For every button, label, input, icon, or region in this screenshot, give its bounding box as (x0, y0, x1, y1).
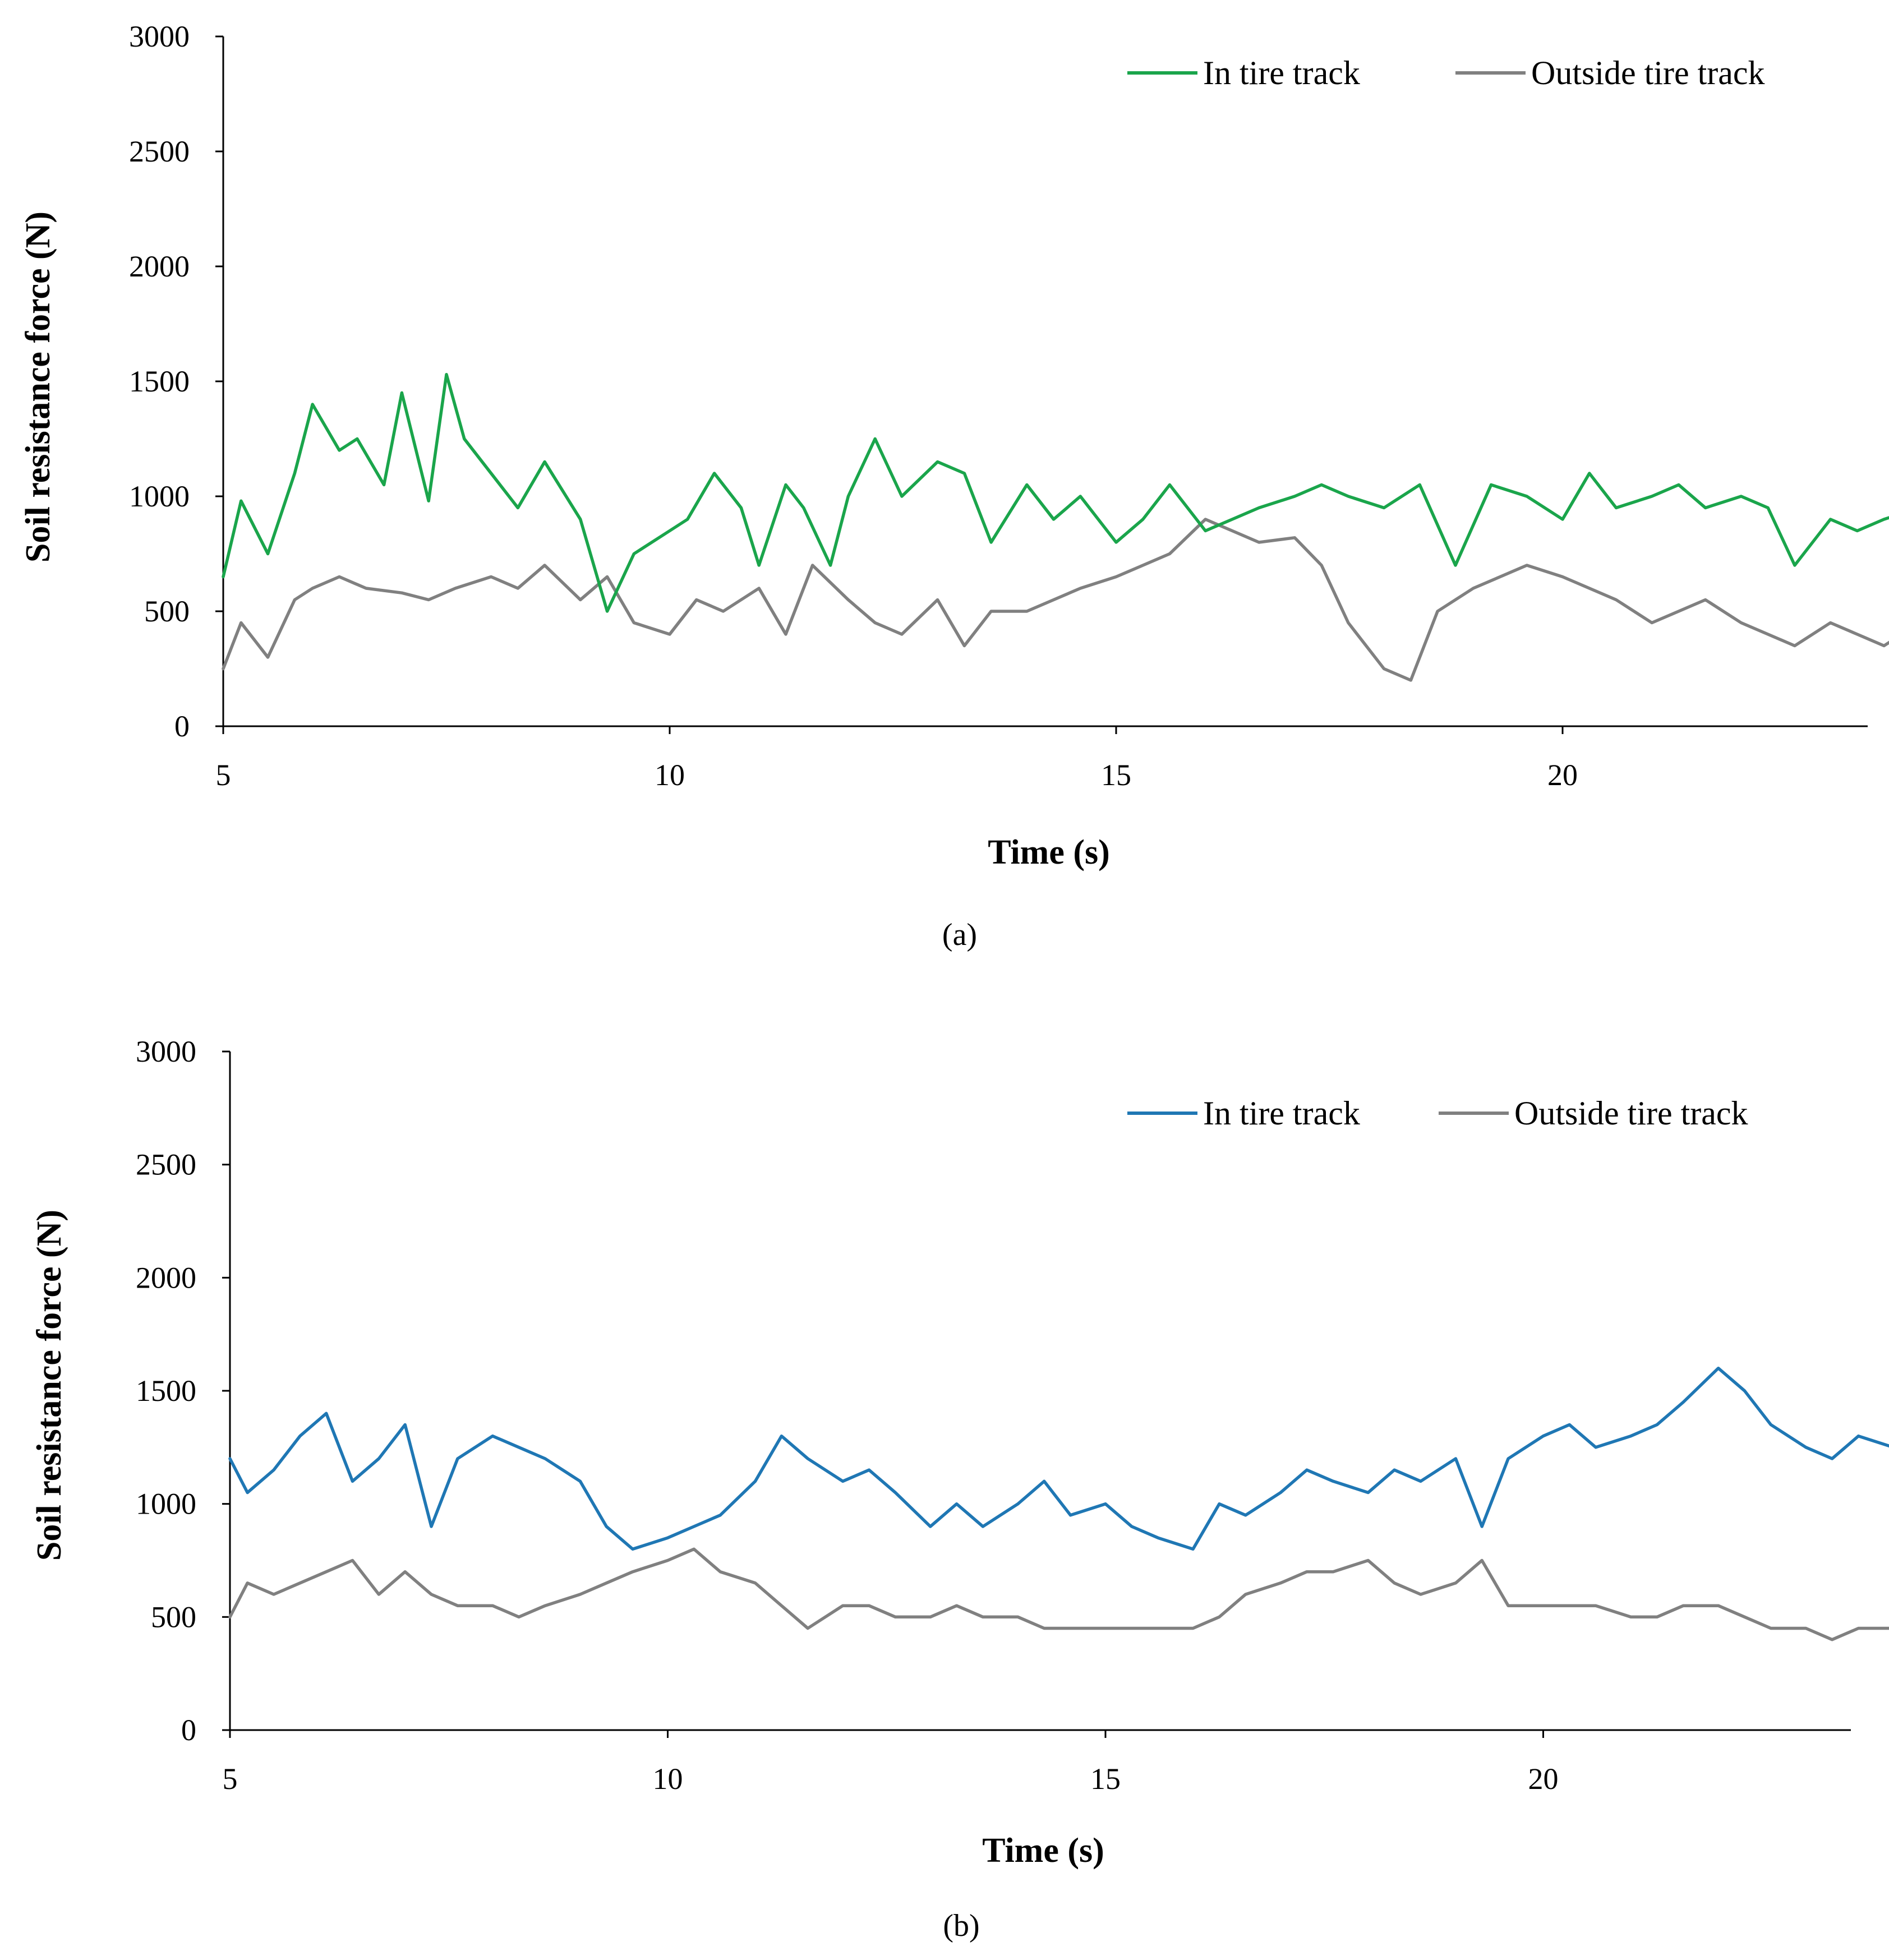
panel-b-series-in-tire-track (228, 1366, 1889, 1551)
panel-a-y-tick-label: 3000 (129, 20, 190, 53)
panel-b-chart: Soil resistance force (N) Time (s) (b) I… (30, 1035, 1889, 1943)
panel-b-x-tick-label: 10 (653, 1762, 683, 1796)
panel-a-x-axis-title: Time (s) (988, 833, 1110, 871)
panel-b-legend-label-outside-tire-track: Outside tire track (1514, 1095, 1748, 1132)
panel-a-y-tick-label: 500 (144, 594, 190, 628)
panel-b-y-axis-title: Soil resistance force (N) (30, 1210, 68, 1561)
panel-a-x-tick-label: 10 (655, 758, 685, 792)
panel-b-legend-label-in-tire-track: In tire track (1203, 1095, 1360, 1132)
panel-b-x-tick-label: 20 (1528, 1762, 1559, 1796)
panel-a-x-tick-label: 15 (1101, 758, 1131, 792)
panel-b-label: (b) (943, 1908, 979, 1943)
panel-a-series-in-tire-track (222, 372, 1889, 613)
panel-b-x-tick-label: 15 (1090, 1762, 1121, 1796)
panel-a-y-tick-label: 1000 (129, 479, 190, 513)
panel-b-y-tick-label: 3000 (136, 1035, 196, 1068)
panel-b-y-tick-label: 1000 (136, 1487, 196, 1521)
panel-b-legend: In tire track Outside tire track (1127, 1095, 1748, 1132)
panel-a-y-tick-label: 2500 (129, 135, 190, 168)
panel-b-y-tick-label: 0 (181, 1713, 196, 1747)
panel-b-y-tick-label: 2000 (136, 1261, 196, 1294)
panel-b-y-tick-label: 2500 (136, 1148, 196, 1182)
panel-a-legend: In tire track Outside tire track (1127, 54, 1765, 91)
panel-b-series-outside-tire-track (228, 1547, 1889, 1641)
panel-a-y-axis-title: Soil resistance force (N) (19, 211, 57, 562)
panel-b-x-axis-title: Time (s) (982, 1832, 1104, 1870)
panel-b-x-tick-label: 5 (223, 1762, 238, 1796)
panel-a-label: (a) (942, 917, 977, 952)
panel-a-legend-label-outside-tire-track: Outside tire track (1531, 54, 1765, 91)
panel-b-y-tick-label: 500 (151, 1600, 196, 1634)
panel-a-x-tick-label: 5 (216, 758, 231, 792)
panel-a-y-tick-label: 0 (174, 709, 190, 743)
panel-a-chart: Soil resistance force (N) Time (s) (a) I… (19, 20, 1889, 952)
panel-a-series-outside-tire-track (222, 518, 1889, 682)
panel-a-y-tick-label: 2000 (129, 250, 190, 283)
panel-a-x-tick-label: 20 (1547, 758, 1578, 792)
panel-b-y-tick-label: 1500 (136, 1374, 196, 1408)
panel-a-legend-label-in-tire-track: In tire track (1203, 54, 1360, 91)
panel-a-y-tick-label: 1500 (129, 365, 190, 398)
